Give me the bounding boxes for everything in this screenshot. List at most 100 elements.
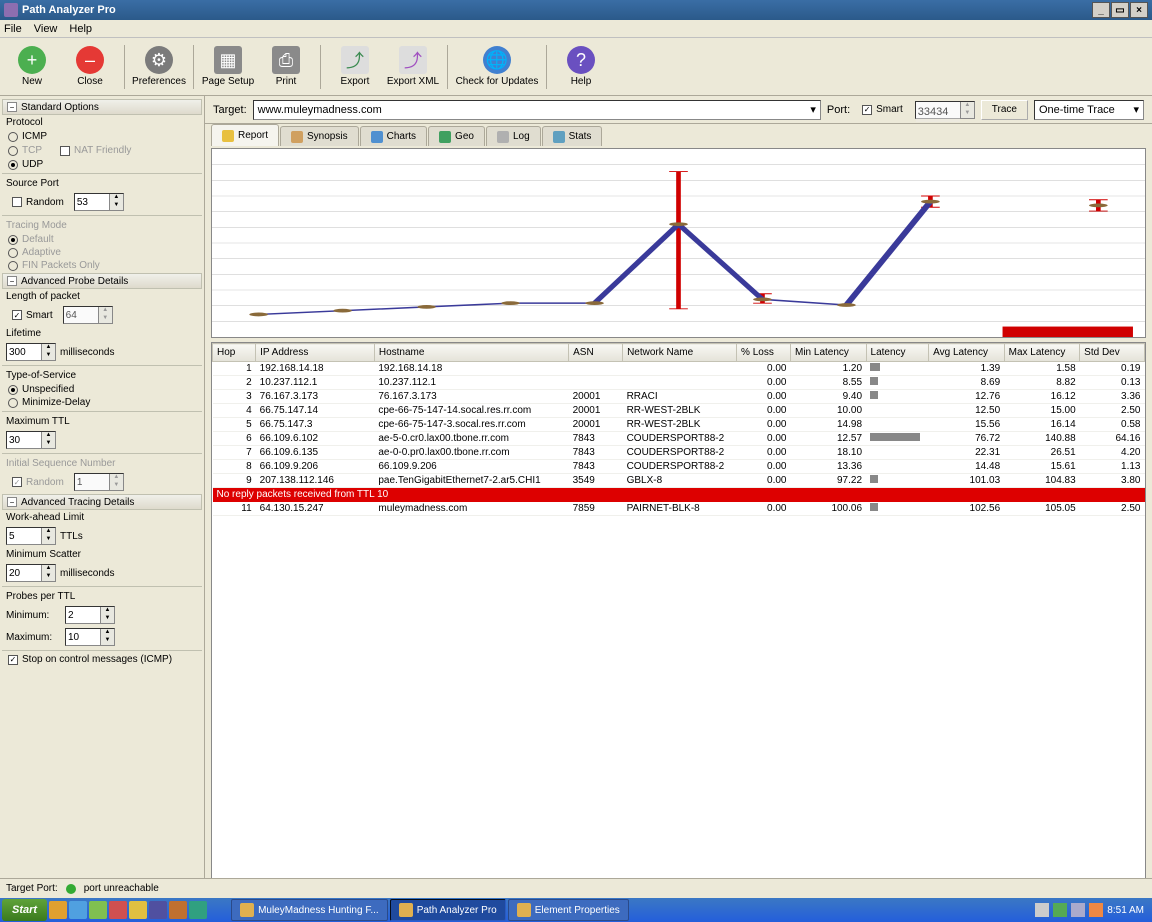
target-input[interactable]: www.muleymadness.com▾: [253, 100, 821, 120]
menu-file[interactable]: File: [4, 23, 22, 35]
column-header[interactable]: Max Latency: [1004, 344, 1080, 362]
seq-input: ▲▼: [74, 473, 124, 491]
export-xml-button[interactable]: ⤴Export XML: [385, 40, 441, 94]
start-button[interactable]: Start: [2, 899, 47, 921]
export-button[interactable]: ⤴Export: [327, 40, 383, 94]
protocol-label: Protocol: [2, 115, 202, 130]
column-header[interactable]: ASN: [569, 344, 623, 362]
work-ahead-input[interactable]: ▲▼: [6, 527, 56, 545]
taskbar-task[interactable]: Path Analyzer Pro: [390, 899, 506, 921]
print-button[interactable]: ⎙Print: [258, 40, 314, 94]
tab-report[interactable]: Report: [211, 124, 279, 146]
ql-icon[interactable]: [149, 901, 167, 919]
result-tabs: Report Synopsis Charts Geo Log Stats: [205, 124, 1152, 146]
max-ttl-input[interactable]: ▲▼: [6, 431, 56, 449]
mode-adaptive: Adaptive: [2, 246, 202, 259]
random-port-check[interactable]: Random: [6, 196, 70, 209]
tab-synopsis[interactable]: Synopsis: [280, 126, 359, 146]
random-seq-check: ✓Random: [6, 476, 70, 489]
ql-icon[interactable]: [109, 901, 127, 919]
tab-charts[interactable]: Charts: [360, 126, 427, 146]
min-scatter-input[interactable]: ▲▼: [6, 564, 56, 582]
ql-icon[interactable]: [69, 901, 87, 919]
column-header[interactable]: Std Dev: [1080, 344, 1145, 362]
preferences-button[interactable]: ⚙Preferences: [131, 40, 187, 94]
ql-icon[interactable]: [189, 901, 207, 919]
minimize-button[interactable]: _: [1092, 2, 1110, 18]
export-icon: ⤴: [341, 46, 369, 74]
gear-icon: ⚙: [145, 46, 173, 74]
column-header[interactable]: Hop: [213, 344, 256, 362]
window-title: Path Analyzer Pro: [22, 4, 116, 16]
help-button[interactable]: ?Help: [553, 40, 609, 94]
trace-mode-select[interactable]: One-time Trace▾: [1034, 100, 1144, 120]
tos-min-delay[interactable]: Minimize-Delay: [2, 396, 202, 409]
table-row[interactable]: 566.75.147.3cpe-66-75-147-3.socal.res.rr…: [213, 418, 1145, 432]
ql-icon[interactable]: [129, 901, 147, 919]
table-row[interactable]: 766.109.6.135ae-0-0.pr0.lax00.tbone.rr.c…: [213, 446, 1145, 460]
column-header[interactable]: Min Latency: [791, 344, 867, 362]
advanced-tracing-header[interactable]: −Advanced Tracing Details: [2, 494, 202, 510]
menubar: File View Help: [0, 20, 1152, 38]
column-header[interactable]: Latency: [866, 344, 929, 362]
target-label: Target:: [213, 104, 247, 116]
tray-icon[interactable]: [1089, 903, 1103, 917]
init-seq-label: Initial Sequence Number: [2, 456, 202, 471]
table-row[interactable]: 466.75.147.14cpe-66-75-147-14.socal.res.…: [213, 404, 1145, 418]
tray-icon[interactable]: [1053, 903, 1067, 917]
tray-icon[interactable]: [1071, 903, 1085, 917]
protocol-udp[interactable]: UDP: [2, 158, 202, 171]
close-tool-button[interactable]: –Close: [62, 40, 118, 94]
column-header[interactable]: Hostname: [374, 344, 568, 362]
status-target-port: Target Port:: [6, 883, 58, 894]
report-icon: [222, 130, 234, 142]
tab-geo[interactable]: Geo: [428, 126, 485, 146]
table-row[interactable]: 666.109.6.102ae-5-0.cr0.lax00.tbone.rr.c…: [213, 432, 1145, 446]
min-probes-input[interactable]: ▲▼: [65, 606, 115, 624]
ql-icon[interactable]: [89, 901, 107, 919]
new-button[interactable]: +New: [4, 40, 60, 94]
taskbar-task[interactable]: MuleyMadness Hunting F...: [231, 899, 388, 921]
synopsis-icon: [291, 131, 303, 143]
menu-view[interactable]: View: [34, 23, 58, 35]
column-header[interactable]: Network Name: [623, 344, 737, 362]
stats-icon: [553, 131, 565, 143]
ql-icon[interactable]: [49, 901, 67, 919]
tos-unspecified[interactable]: Unspecified: [2, 383, 202, 396]
smart-length-check[interactable]: ✓Smart: [6, 309, 59, 322]
check-updates-button[interactable]: 🌐Check for Updates: [454, 40, 540, 94]
advanced-probe-header[interactable]: −Advanced Probe Details: [2, 273, 202, 289]
trace-button[interactable]: Trace: [981, 100, 1028, 120]
lifetime-input[interactable]: ▲▼: [6, 343, 56, 361]
taskbar-task[interactable]: Element Properties: [508, 899, 629, 921]
tray-icon[interactable]: [1035, 903, 1049, 917]
table-row[interactable]: 1164.130.15.247muleymadness.com7859PAIRN…: [213, 502, 1145, 516]
table-row[interactable]: 210.237.112.110.237.112.10.008.558.698.8…: [213, 376, 1145, 390]
xml-icon: ⤴: [399, 46, 427, 74]
column-header[interactable]: % Loss: [737, 344, 791, 362]
menu-help[interactable]: Help: [69, 23, 92, 35]
column-header[interactable]: Avg Latency: [929, 344, 1005, 362]
column-header[interactable]: IP Address: [256, 344, 375, 362]
max-probes-input[interactable]: ▲▼: [65, 628, 115, 646]
smart-port-check[interactable]: ✓Smart: [856, 103, 909, 116]
protocol-icmp[interactable]: ICMP: [2, 130, 202, 143]
source-port-input[interactable]: ▲▼: [74, 193, 124, 211]
max-ttl-label: Maximum TTL: [2, 414, 202, 429]
table-row[interactable]: 376.167.3.17376.167.3.17320001RRACI0.009…: [213, 390, 1145, 404]
page-setup-button[interactable]: ▦Page Setup: [200, 40, 256, 94]
table-row[interactable]: 866.109.9.20666.109.9.2067843COUDERSPORT…: [213, 460, 1145, 474]
ql-icon[interactable]: [169, 901, 187, 919]
chevron-down-icon[interactable]: ▾: [810, 103, 816, 116]
tab-log[interactable]: Log: [486, 126, 541, 146]
statusbar: Target Port: port unreachable: [0, 878, 1152, 898]
table-row[interactable]: 9207.138.112.146pae.TenGigabitEthernet7-…: [213, 474, 1145, 488]
chevron-down-icon[interactable]: ▾: [1133, 103, 1139, 116]
stop-control-check[interactable]: ✓Stop on control messages (ICMP): [2, 653, 202, 666]
tab-stats[interactable]: Stats: [542, 126, 603, 146]
geo-icon: [439, 131, 451, 143]
maximize-button[interactable]: ▭: [1111, 2, 1129, 18]
table-row[interactable]: 1192.168.14.18192.168.14.180.001.201.391…: [213, 362, 1145, 376]
standard-options-header[interactable]: −Standard Options: [2, 99, 202, 115]
close-button[interactable]: ×: [1130, 2, 1148, 18]
